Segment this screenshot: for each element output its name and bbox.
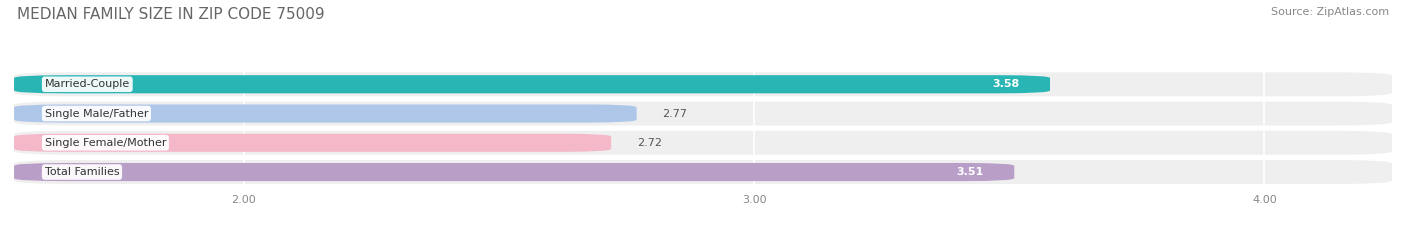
FancyBboxPatch shape [14,72,1392,96]
Text: MEDIAN FAMILY SIZE IN ZIP CODE 75009: MEDIAN FAMILY SIZE IN ZIP CODE 75009 [17,7,325,22]
Text: Married-Couple: Married-Couple [45,79,129,89]
Text: Total Families: Total Families [45,167,120,177]
Text: 3.58: 3.58 [993,79,1019,89]
FancyBboxPatch shape [14,104,637,123]
Text: Single Male/Father: Single Male/Father [45,109,148,119]
Text: Source: ZipAtlas.com: Source: ZipAtlas.com [1271,7,1389,17]
FancyBboxPatch shape [14,75,1050,93]
FancyBboxPatch shape [14,131,1392,155]
FancyBboxPatch shape [14,134,612,152]
Text: Single Female/Mother: Single Female/Mother [45,138,166,148]
FancyBboxPatch shape [14,160,1392,184]
Text: 3.51: 3.51 [956,167,984,177]
Text: 2.72: 2.72 [637,138,662,148]
Text: 2.77: 2.77 [662,109,688,119]
FancyBboxPatch shape [14,102,1392,126]
FancyBboxPatch shape [14,163,1014,181]
